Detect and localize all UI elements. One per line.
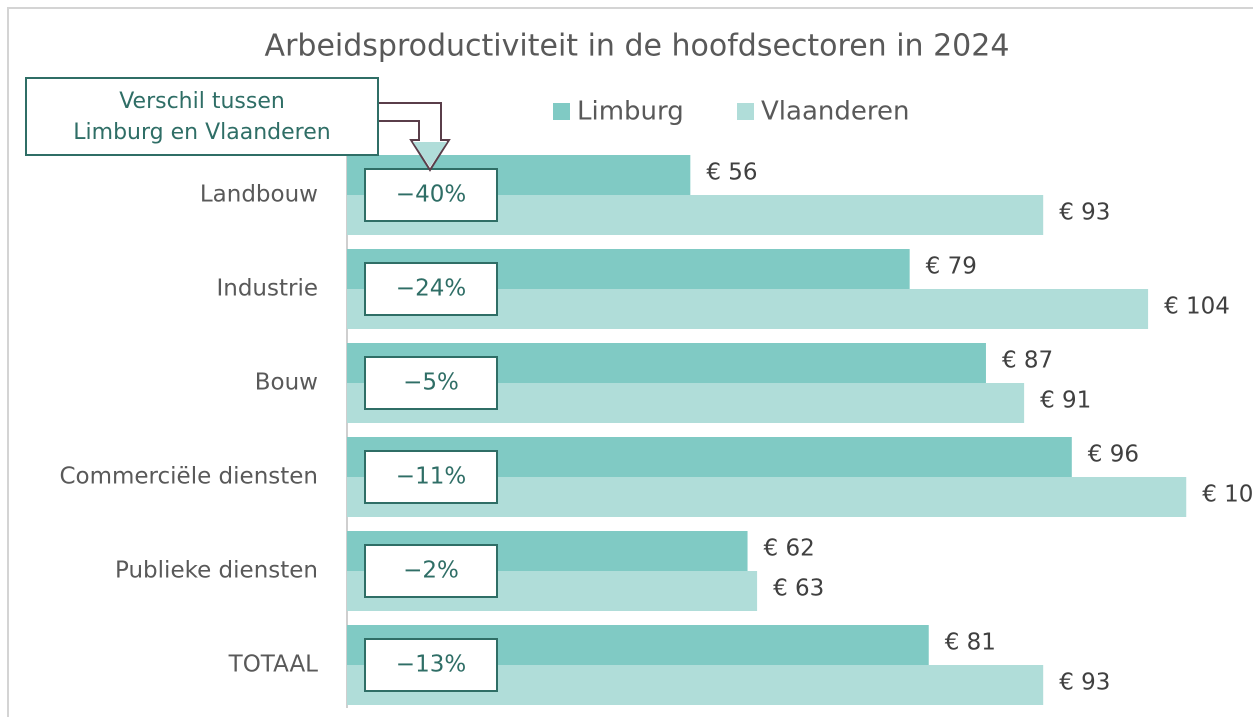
difference-label: −11% — [396, 464, 466, 490]
value-label: € 91 — [1040, 388, 1091, 414]
difference-label: −5% — [403, 370, 459, 396]
difference-box — [364, 262, 498, 316]
callout-arrow-head — [413, 142, 447, 167]
value-label: € 104 — [1164, 294, 1230, 320]
value-label: € 63 — [773, 576, 824, 602]
value-label: € 81 — [945, 630, 996, 656]
value-label: € 96 — [1088, 442, 1139, 468]
value-label: € 87 — [1002, 348, 1053, 374]
difference-box — [364, 544, 498, 598]
chart-title: Arbeidsproductiviteit in de hoofdsectore… — [265, 29, 1010, 64]
difference-label: −40% — [396, 182, 466, 208]
difference-box — [364, 638, 498, 692]
y-tick-label: TOTAAL — [228, 652, 319, 678]
value-label: € 108 — [1202, 482, 1253, 508]
y-tick-label: Bouw — [255, 370, 318, 396]
difference-box — [364, 450, 498, 504]
difference-box — [364, 356, 498, 410]
value-label: € 56 — [706, 160, 757, 186]
difference-label: −2% — [403, 558, 459, 584]
callout-text: Limburg en Vlaanderen — [73, 120, 330, 145]
legend-swatch — [737, 103, 754, 120]
callout-text: Verschil tussen — [119, 89, 285, 114]
y-tick-label: Landbouw — [200, 182, 318, 208]
y-tick-label: Commerciële diensten — [59, 464, 318, 490]
value-label: € 93 — [1059, 670, 1110, 696]
y-tick-label: Publieke diensten — [115, 558, 318, 584]
legend-label: Limburg — [577, 97, 684, 127]
value-label: € 93 — [1059, 200, 1110, 226]
legend-label: Vlaanderen — [761, 97, 909, 127]
legend-swatch — [553, 103, 570, 120]
value-label: € 62 — [764, 536, 815, 562]
value-label: € 79 — [926, 254, 977, 280]
difference-box — [364, 168, 498, 222]
y-tick-label: Industrie — [216, 276, 318, 302]
callout-box — [25, 77, 379, 156]
difference-label: −24% — [396, 276, 466, 302]
difference-label: −13% — [396, 652, 466, 678]
